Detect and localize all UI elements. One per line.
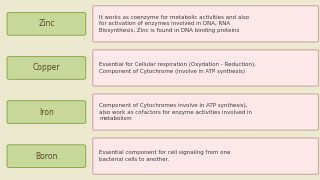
FancyBboxPatch shape xyxy=(93,94,318,130)
Text: Zinc: Zinc xyxy=(38,19,55,28)
FancyBboxPatch shape xyxy=(93,50,318,86)
Text: Boron: Boron xyxy=(35,152,58,161)
FancyBboxPatch shape xyxy=(7,12,86,35)
Text: Essential component for cell signaling from one
bacterial cells to another.: Essential component for cell signaling f… xyxy=(99,150,231,162)
FancyBboxPatch shape xyxy=(7,145,86,168)
FancyBboxPatch shape xyxy=(7,57,86,79)
Text: Copper: Copper xyxy=(33,63,60,72)
FancyBboxPatch shape xyxy=(93,6,318,42)
Text: Essential for Cellular respiration (Oxydation - Reduction),
Component of Cytochr: Essential for Cellular respiration (Oxyd… xyxy=(99,62,256,74)
Text: Component of Cytochromes involve in ATP synthesis),
also work as cofactors for e: Component of Cytochromes involve in ATP … xyxy=(99,103,252,121)
FancyBboxPatch shape xyxy=(7,101,86,123)
FancyBboxPatch shape xyxy=(93,138,318,174)
Text: It works as coenzyme for metabolic activities and also
for activation of enzymes: It works as coenzyme for metabolic activ… xyxy=(99,15,249,33)
Text: Iron: Iron xyxy=(39,107,54,117)
